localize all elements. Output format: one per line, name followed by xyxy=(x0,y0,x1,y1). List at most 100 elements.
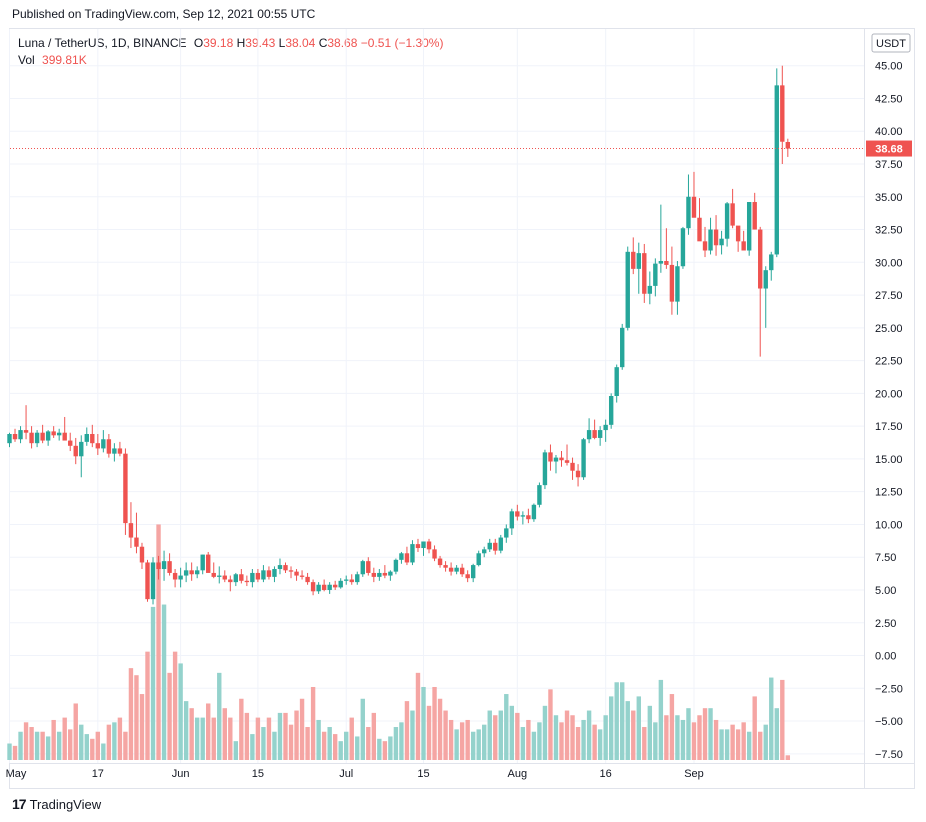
candle[interactable] xyxy=(713,215,719,256)
candle[interactable] xyxy=(327,582,332,594)
candle[interactable] xyxy=(84,427,89,446)
currency-badge[interactable]: USDT xyxy=(871,33,911,53)
candle[interactable] xyxy=(23,405,29,440)
candle[interactable] xyxy=(735,225,741,252)
candle[interactable] xyxy=(305,572,310,585)
candle[interactable] xyxy=(288,566,294,579)
candle[interactable] xyxy=(476,550,481,567)
candle[interactable] xyxy=(261,565,266,583)
candle[interactable] xyxy=(167,553,172,576)
candle[interactable] xyxy=(79,435,84,478)
candle[interactable] xyxy=(211,562,216,579)
candle[interactable] xyxy=(432,545,437,562)
candle[interactable] xyxy=(664,228,669,269)
candle[interactable] xyxy=(360,559,365,577)
candle[interactable] xyxy=(355,571,360,585)
candle[interactable] xyxy=(515,504,520,521)
candle[interactable] xyxy=(244,575,250,587)
price-axis[interactable]: 45.00 42.50 40.00 37.50 35.00 32.50 30.00 27.50… xyxy=(875,61,903,761)
candle[interactable] xyxy=(321,579,327,592)
candle[interactable] xyxy=(117,441,123,457)
candle[interactable] xyxy=(18,426,23,444)
candle[interactable] xyxy=(294,569,299,581)
candle[interactable] xyxy=(636,242,641,294)
candle[interactable] xyxy=(45,430,51,446)
candle[interactable] xyxy=(537,482,542,508)
candle[interactable] xyxy=(553,454,559,474)
candle[interactable] xyxy=(421,541,426,556)
candle[interactable] xyxy=(631,237,636,275)
candle[interactable] xyxy=(404,546,410,566)
candle[interactable] xyxy=(691,171,697,218)
candle[interactable] xyxy=(217,566,222,584)
candle[interactable] xyxy=(542,449,548,490)
candle[interactable] xyxy=(465,570,470,583)
candle[interactable] xyxy=(741,230,746,251)
candle[interactable] xyxy=(614,364,619,403)
candle[interactable] xyxy=(393,558,399,575)
candle[interactable] xyxy=(730,188,735,229)
candle[interactable] xyxy=(40,424,45,444)
candle[interactable] xyxy=(62,416,67,441)
candle[interactable] xyxy=(686,174,691,235)
candle[interactable] xyxy=(608,393,614,429)
candle[interactable] xyxy=(702,226,708,258)
candle[interactable] xyxy=(161,550,167,581)
candle[interactable] xyxy=(592,419,597,440)
candle[interactable] xyxy=(410,540,415,566)
candle[interactable] xyxy=(625,246,630,331)
candle[interactable] xyxy=(206,551,211,573)
candle[interactable] xyxy=(680,226,686,269)
candle[interactable] xyxy=(719,230,724,255)
candle[interactable] xyxy=(586,418,592,444)
candle[interactable] xyxy=(56,428,62,441)
candle[interactable] xyxy=(68,432,73,452)
candle[interactable] xyxy=(399,551,404,564)
candle[interactable] xyxy=(266,566,272,580)
candle[interactable] xyxy=(277,558,283,575)
candle[interactable] xyxy=(7,432,12,448)
candle[interactable] xyxy=(774,68,779,258)
candle[interactable] xyxy=(382,565,388,579)
candle[interactable] xyxy=(134,512,139,554)
candle[interactable] xyxy=(12,428,18,442)
candle[interactable] xyxy=(603,419,608,442)
candle[interactable] xyxy=(128,502,134,549)
candle[interactable] xyxy=(250,569,255,588)
candle[interactable] xyxy=(620,323,625,370)
candle[interactable] xyxy=(272,566,277,583)
candle[interactable] xyxy=(482,546,487,558)
candle[interactable] xyxy=(746,202,752,256)
candle[interactable] xyxy=(29,426,34,449)
candle[interactable] xyxy=(437,555,443,568)
candle[interactable] xyxy=(559,451,564,467)
candle[interactable] xyxy=(189,562,194,581)
candle[interactable] xyxy=(123,448,128,535)
candle[interactable] xyxy=(338,578,343,589)
candle[interactable] xyxy=(310,579,316,596)
candle[interactable] xyxy=(106,434,112,458)
candle[interactable] xyxy=(758,226,763,357)
candle[interactable] xyxy=(548,444,553,471)
candle[interactable] xyxy=(509,508,515,535)
candle[interactable] xyxy=(597,426,603,446)
candle[interactable] xyxy=(73,437,78,465)
candle[interactable] xyxy=(642,243,647,303)
candle[interactable] xyxy=(172,569,178,588)
candle[interactable] xyxy=(349,574,354,585)
candle[interactable] xyxy=(448,562,454,576)
candle[interactable] xyxy=(526,508,531,524)
candle[interactable] xyxy=(570,457,575,480)
candle[interactable] xyxy=(426,538,432,554)
candle[interactable] xyxy=(697,198,702,242)
time-axis[interactable]: May 17 Jun 15 Jul 15 Aug 16 Sep xyxy=(6,768,704,780)
candle[interactable] xyxy=(34,430,40,448)
candle[interactable] xyxy=(454,565,459,575)
candle[interactable] xyxy=(459,563,465,577)
candle[interactable] xyxy=(763,266,768,328)
candle[interactable] xyxy=(531,503,537,522)
candle[interactable] xyxy=(51,426,56,438)
candle[interactable] xyxy=(200,554,205,575)
candle[interactable] xyxy=(178,567,183,588)
candle[interactable] xyxy=(344,575,349,585)
